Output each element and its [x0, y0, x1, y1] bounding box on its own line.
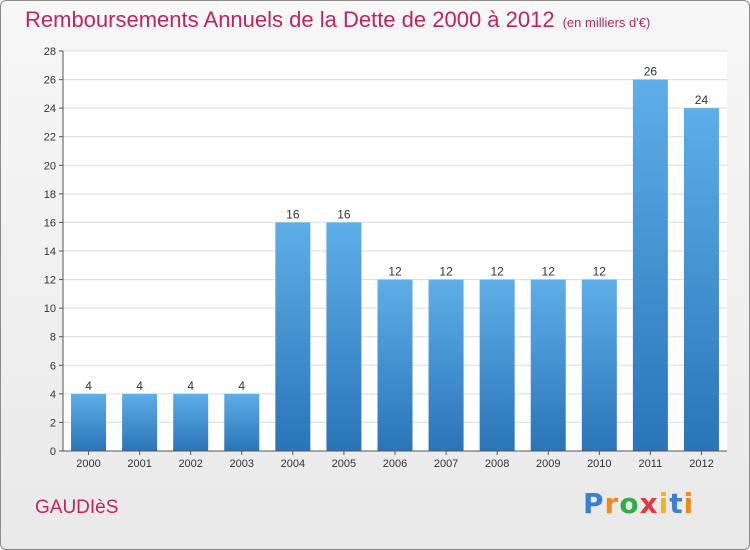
x-tick-label: 2007 — [434, 458, 458, 470]
commune-name: GAUDIèS — [35, 497, 119, 518]
bar-2010 — [581, 279, 617, 451]
x-tick-label: 2010 — [587, 458, 611, 470]
bar-2000 — [71, 393, 107, 451]
bar-2008 — [479, 279, 515, 451]
y-tick-label: 16 — [44, 217, 56, 229]
data-label: 4 — [187, 379, 194, 393]
y-tick-label: 10 — [44, 303, 56, 315]
y-tick-label: 24 — [44, 103, 56, 115]
x-tick-label: 2003 — [230, 458, 254, 470]
bar-2002 — [173, 393, 209, 451]
bar-2007 — [428, 279, 464, 451]
y-tick-label: 4 — [50, 389, 56, 401]
y-tick-label: 22 — [44, 132, 56, 144]
x-tick-label: 2001 — [127, 458, 151, 470]
y-tick-label: 6 — [50, 360, 56, 372]
chart-title-text: Remboursements Annuels de la Dette de 20… — [25, 7, 555, 32]
y-tick-label: 20 — [44, 160, 56, 172]
y-tick-label: 28 — [44, 46, 56, 58]
data-label: 12 — [388, 265, 402, 279]
x-tick-label: 2011 — [639, 458, 663, 470]
data-labels: 4 4 4 4 16 16 12 12 12 12 12 26 24 — [85, 65, 708, 393]
data-label: 16 — [337, 207, 351, 221]
x-tick-label: 2005 — [332, 458, 356, 470]
x-tick-label: 2008 — [485, 458, 509, 470]
data-label: 4 — [136, 379, 143, 393]
logo-letter: i — [658, 487, 670, 520]
logo-letter: t — [669, 487, 684, 520]
bar-2003 — [224, 393, 260, 451]
y-tick-label: 12 — [44, 275, 56, 287]
data-label: 26 — [644, 65, 658, 79]
x-tick-label: 2006 — [383, 458, 407, 470]
data-label: 12 — [542, 265, 556, 279]
bar-2005 — [326, 222, 362, 451]
data-label: 16 — [286, 207, 300, 221]
chart-title: Remboursements Annuels de la Dette de 20… — [25, 7, 650, 33]
y-tick-label: 18 — [44, 189, 56, 201]
data-label: 4 — [85, 379, 92, 393]
x-tick-label: 2002 — [178, 458, 202, 470]
bar-2001 — [122, 393, 158, 451]
y-tick-label: 8 — [50, 332, 56, 344]
data-label: 4 — [238, 379, 245, 393]
proxiti-logo: Proxiti — [583, 487, 694, 520]
x-axis: 2000 2001 2002 2003 2004 2005 2006 2007 2008 2009… — [63, 450, 727, 470]
x-tick-label: 2009 — [536, 458, 560, 470]
x-tick-label: 2012 — [689, 458, 713, 470]
bar-2012 — [683, 108, 719, 452]
logo-letter: o — [619, 487, 640, 520]
bar-2004 — [275, 222, 311, 451]
logo-letter: i — [683, 487, 695, 520]
bars — [71, 79, 719, 452]
x-tick-label: 2004 — [281, 458, 305, 470]
y-tick-label: 14 — [44, 246, 56, 258]
data-label: 24 — [695, 93, 709, 107]
x-tick-label: 2000 — [76, 458, 100, 470]
bar-2011 — [632, 79, 668, 452]
data-label: 12 — [439, 265, 453, 279]
y-tick-label: 2 — [50, 417, 56, 429]
chart-title-unit: (en milliers d'€) — [562, 15, 651, 30]
y-tick-label: 26 — [44, 75, 56, 87]
logo-letter: r — [604, 487, 620, 520]
bar-2006 — [377, 279, 413, 451]
y-tick-label: 0 — [50, 446, 56, 458]
logo-letter: x — [639, 487, 659, 520]
data-label: 12 — [490, 265, 504, 279]
bar-2009 — [530, 279, 566, 451]
data-label: 12 — [593, 265, 607, 279]
logo-letter: P — [583, 487, 605, 520]
